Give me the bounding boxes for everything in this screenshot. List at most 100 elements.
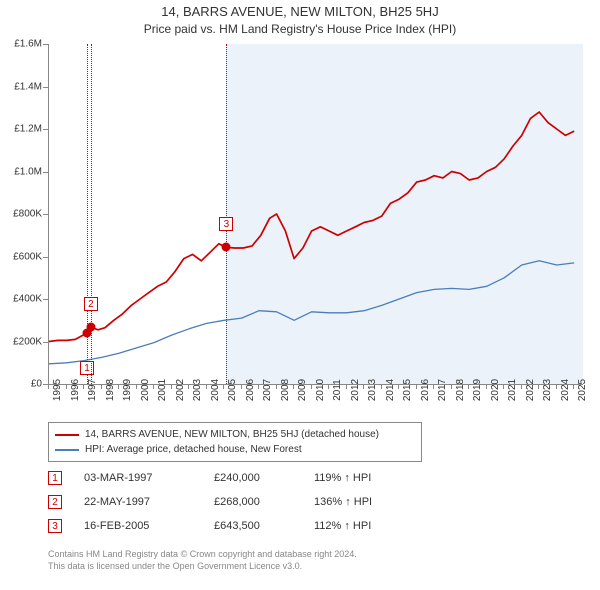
y-tick	[43, 342, 48, 343]
y-tick	[43, 129, 48, 130]
chart-subtitle: Price paid vs. HM Land Registry's House …	[0, 22, 600, 36]
y-tick-label: £600K	[0, 251, 42, 262]
x-tick	[66, 384, 67, 389]
x-tick	[556, 384, 557, 389]
x-tick-label: 1999	[122, 379, 133, 401]
chart-title: 14, BARRS AVENUE, NEW MILTON, BH25 5HJ	[0, 4, 600, 19]
legend-label-property: 14, BARRS AVENUE, NEW MILTON, BH25 5HJ (…	[85, 427, 379, 442]
chart-container: 14, BARRS AVENUE, NEW MILTON, BH25 5HJ P…	[0, 0, 600, 590]
y-tick	[43, 172, 48, 173]
x-tick	[118, 384, 119, 389]
x-tick	[293, 384, 294, 389]
sale-vline	[226, 44, 227, 384]
x-tick-label: 2016	[420, 379, 431, 401]
legend-swatch-hpi	[55, 449, 79, 451]
sale-dot	[86, 323, 95, 332]
x-tick	[381, 384, 382, 389]
x-tick	[451, 384, 452, 389]
x-tick	[223, 384, 224, 389]
x-tick	[486, 384, 487, 389]
x-tick	[433, 384, 434, 389]
x-tick	[101, 384, 102, 389]
footer: Contains HM Land Registry data © Crown c…	[48, 548, 357, 572]
x-tick-label: 2012	[350, 379, 361, 401]
x-tick	[416, 384, 417, 389]
sale-marker-box: 3	[219, 217, 233, 231]
x-tick-label: 2021	[507, 379, 518, 401]
y-tick	[43, 44, 48, 45]
legend-label-hpi: HPI: Average price, detached house, New …	[85, 442, 302, 457]
x-tick	[241, 384, 242, 389]
sale-price: £268,000	[214, 496, 314, 508]
x-tick	[136, 384, 137, 389]
x-tick-label: 2004	[210, 379, 221, 401]
x-tick-label: 2020	[490, 379, 501, 401]
sales-table: 1 03-MAR-1997 £240,000 119% ↑ HPI 2 22-M…	[48, 466, 434, 538]
x-tick-label: 1998	[105, 379, 116, 401]
footer-line-1: Contains HM Land Registry data © Crown c…	[48, 548, 357, 560]
sale-date: 22-MAY-1997	[84, 496, 214, 508]
x-tick	[188, 384, 189, 389]
x-tick-label: 2019	[472, 379, 483, 401]
y-tick-label: £1.2M	[0, 124, 42, 135]
x-tick	[328, 384, 329, 389]
x-tick-label: 2025	[577, 379, 588, 401]
x-tick	[171, 384, 172, 389]
y-tick	[43, 87, 48, 88]
y-tick	[43, 299, 48, 300]
x-tick-label: 2000	[140, 379, 151, 401]
sales-row: 2 22-MAY-1997 £268,000 136% ↑ HPI	[48, 490, 434, 514]
x-tick-label: 1996	[70, 379, 81, 401]
x-tick	[311, 384, 312, 389]
y-tick-label: £1.6M	[0, 39, 42, 50]
sale-marker-1: 1	[48, 471, 62, 485]
x-tick-label: 2014	[385, 379, 396, 401]
y-tick-label: £200K	[0, 336, 42, 347]
sales-row: 1 03-MAR-1997 £240,000 119% ↑ HPI	[48, 466, 434, 490]
y-tick	[43, 214, 48, 215]
x-tick-label: 2008	[280, 379, 291, 401]
sale-dot	[222, 243, 231, 252]
x-tick	[48, 384, 49, 389]
sale-pct: 112% ↑ HPI	[314, 520, 434, 532]
x-tick-label: 2018	[455, 379, 466, 401]
x-tick-label: 2005	[227, 379, 238, 401]
sale-price: £240,000	[214, 472, 314, 484]
sale-date: 03-MAR-1997	[84, 472, 214, 484]
sale-vline	[91, 44, 92, 384]
x-tick	[346, 384, 347, 389]
x-tick-label: 2007	[262, 379, 273, 401]
sale-marker-box: 2	[84, 297, 98, 311]
sale-pct: 136% ↑ HPI	[314, 496, 434, 508]
sale-pct: 119% ↑ HPI	[314, 472, 434, 484]
legend: 14, BARRS AVENUE, NEW MILTON, BH25 5HJ (…	[48, 422, 422, 462]
x-tick	[398, 384, 399, 389]
x-tick	[503, 384, 504, 389]
x-tick-label: 2002	[175, 379, 186, 401]
x-tick	[258, 384, 259, 389]
x-tick-label: 2006	[245, 379, 256, 401]
y-tick-label: £400K	[0, 294, 42, 305]
sale-price: £643,500	[214, 520, 314, 532]
x-tick	[521, 384, 522, 389]
legend-item-property: 14, BARRS AVENUE, NEW MILTON, BH25 5HJ (…	[55, 427, 415, 442]
x-tick-label: 2011	[332, 379, 343, 401]
y-tick	[43, 257, 48, 258]
y-tick-label: £1.0M	[0, 166, 42, 177]
x-tick-label: 2010	[315, 379, 326, 401]
x-tick	[206, 384, 207, 389]
series-property	[49, 112, 574, 342]
x-tick-label: 2001	[157, 379, 168, 401]
chart-area: 123 £0£200K£400K£600K£800K£1.0M£1.2M£1.4…	[48, 44, 582, 384]
y-tick-label: £800K	[0, 209, 42, 220]
x-tick	[83, 384, 84, 389]
x-tick	[468, 384, 469, 389]
x-tick-label: 1995	[52, 379, 63, 401]
series-hpi	[49, 261, 574, 364]
sale-marker-box: 1	[80, 361, 94, 375]
x-tick-label: 2015	[402, 379, 413, 401]
x-tick	[538, 384, 539, 389]
x-tick-label: 2009	[297, 379, 308, 401]
plot-area: 1 2 3	[48, 44, 583, 385]
sales-row: 3 16-FEB-2005 £643,500 112% ↑ HPI	[48, 514, 434, 538]
